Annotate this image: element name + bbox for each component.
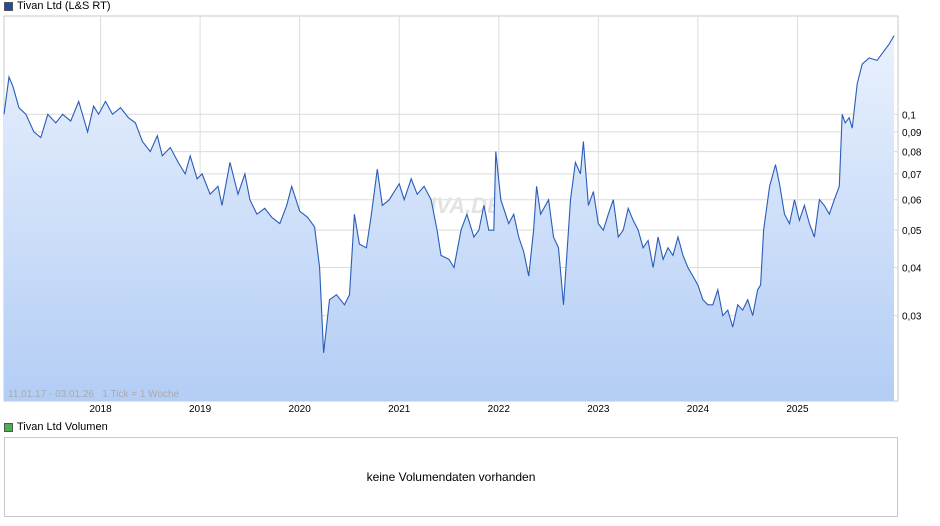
y-tick-label: 0,08 bbox=[902, 148, 922, 159]
x-axis-labels: 2018 2019 2020 2021 2022 2023 2024 2025 bbox=[89, 404, 809, 415]
volume-legend-label: Tivan Ltd Volumen bbox=[17, 421, 108, 433]
x-tick-label: 2019 bbox=[189, 404, 212, 415]
x-tick-label: 2023 bbox=[587, 404, 610, 415]
price-chart: ARIVA.DE 2018 2019 2020 2021 2022 2023 2024 202… bbox=[3, 15, 922, 415]
x-tick-label: 2021 bbox=[388, 404, 411, 415]
y-tick-label: 0,1 bbox=[902, 110, 916, 121]
volume-legend-swatch bbox=[4, 422, 13, 432]
volume-legend: Tivan Ltd Volumen bbox=[4, 421, 108, 433]
x-tick-label: 2020 bbox=[289, 404, 312, 415]
y-tick-label: 0,07 bbox=[902, 170, 922, 181]
price-legend: Tivan Ltd (L&S RT) bbox=[4, 0, 111, 12]
y-axis-labels: 0,03 0,04 0,05 0,06 0,07 0,08 0,09 0,1 bbox=[902, 110, 922, 322]
x-tick-label: 2018 bbox=[89, 404, 112, 415]
no-volume-message: keine Volumendaten vorhanden bbox=[366, 470, 536, 484]
price-legend-swatch bbox=[4, 1, 13, 11]
x-tick-label: 2025 bbox=[786, 404, 809, 415]
price-area bbox=[4, 35, 894, 401]
y-tick-label: 0,04 bbox=[902, 263, 922, 274]
price-line bbox=[3, 35, 895, 353]
y-tick-label: 0,06 bbox=[902, 196, 922, 207]
x-tick-label: 2022 bbox=[488, 404, 511, 415]
price-legend-label: Tivan Ltd (L&S RT) bbox=[17, 0, 111, 12]
date-range-info: 11.01.17 - 03.01.26 1 Tick = 1 Woche bbox=[8, 389, 180, 400]
y-tick-label: 0,09 bbox=[902, 128, 922, 139]
x-tick-label: 2024 bbox=[687, 404, 710, 415]
y-tick-label: 0,05 bbox=[902, 226, 922, 237]
volume-panel: keine Volumendaten vorhanden bbox=[4, 437, 898, 517]
y-tick-label: 0,03 bbox=[902, 312, 922, 323]
